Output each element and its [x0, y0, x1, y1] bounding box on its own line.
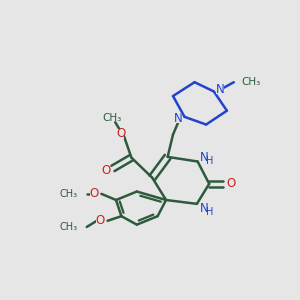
Text: N: N: [200, 151, 209, 164]
Bar: [102, 166, 110, 176]
Text: O: O: [95, 214, 104, 227]
Bar: [201, 153, 208, 163]
Bar: [200, 203, 208, 214]
Text: CH₃: CH₃: [103, 112, 122, 123]
Text: CH₃: CH₃: [242, 77, 261, 87]
Bar: [227, 179, 235, 189]
Text: O: O: [89, 187, 98, 200]
Text: N: N: [174, 112, 183, 125]
Bar: [90, 189, 98, 199]
Text: CH₃: CH₃: [59, 189, 77, 199]
Bar: [96, 216, 104, 226]
Text: O: O: [101, 164, 111, 177]
Text: N: N: [216, 82, 224, 96]
Text: N: N: [200, 202, 208, 215]
Bar: [175, 113, 182, 123]
Text: O: O: [226, 177, 236, 190]
Text: O: O: [116, 127, 125, 140]
Text: H: H: [206, 207, 214, 217]
Text: H: H: [206, 156, 214, 166]
Bar: [117, 129, 124, 139]
Text: CH₃: CH₃: [59, 222, 77, 232]
Bar: [216, 84, 224, 94]
